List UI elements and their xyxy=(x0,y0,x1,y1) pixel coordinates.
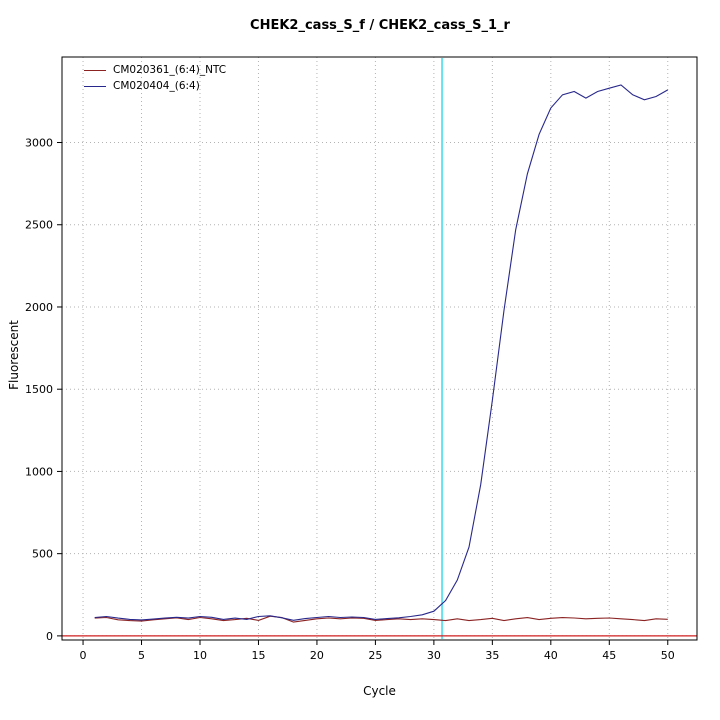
y-tick-label: 1000 xyxy=(25,465,53,478)
series-line-1 xyxy=(94,84,669,621)
y-tick-label: 2500 xyxy=(25,219,53,232)
series-line-0 xyxy=(94,615,668,623)
y-tick-label: 3000 xyxy=(25,137,53,150)
legend-label-sample: CM020404_(6:4) xyxy=(113,80,200,92)
y-tick-label: 500 xyxy=(32,548,53,561)
chart-title: CHEK2_cass_S_f / CHEK2_cass_S_1_r xyxy=(250,18,510,33)
plot-border xyxy=(61,56,698,641)
x-tick-label: 30 xyxy=(427,649,441,662)
y-tick-label: 1500 xyxy=(25,383,53,396)
legend-line-sample xyxy=(84,86,106,87)
x-axis-label: Cycle xyxy=(363,684,396,698)
legend-line-ntc xyxy=(84,70,106,71)
x-tick-label: 25 xyxy=(368,649,382,662)
y-axis-label: Fluorescent xyxy=(7,320,21,390)
x-tick-label: 50 xyxy=(661,649,675,662)
y-tick-label: 0 xyxy=(46,630,53,643)
x-tick-label: 15 xyxy=(251,649,265,662)
x-tick-label: 10 xyxy=(193,649,207,662)
x-tick-label: 20 xyxy=(310,649,324,662)
legend-item-ntc: CM020361_(6:4)_NTC xyxy=(84,64,226,77)
legend-item-sample: CM020404_(6:4) xyxy=(84,80,226,93)
x-tick-label: 40 xyxy=(544,649,558,662)
x-tick-label: 35 xyxy=(485,649,499,662)
x-tick-label: 0 xyxy=(80,649,87,662)
legend-label-ntc: CM020361_(6:4)_NTC xyxy=(113,64,227,76)
legend: CM020361_(6:4)_NTC CM020404_(6:4) xyxy=(84,64,226,93)
x-tick-label: 5 xyxy=(138,649,145,662)
x-tick-label: 45 xyxy=(602,649,616,662)
y-tick-label: 2000 xyxy=(25,301,53,314)
